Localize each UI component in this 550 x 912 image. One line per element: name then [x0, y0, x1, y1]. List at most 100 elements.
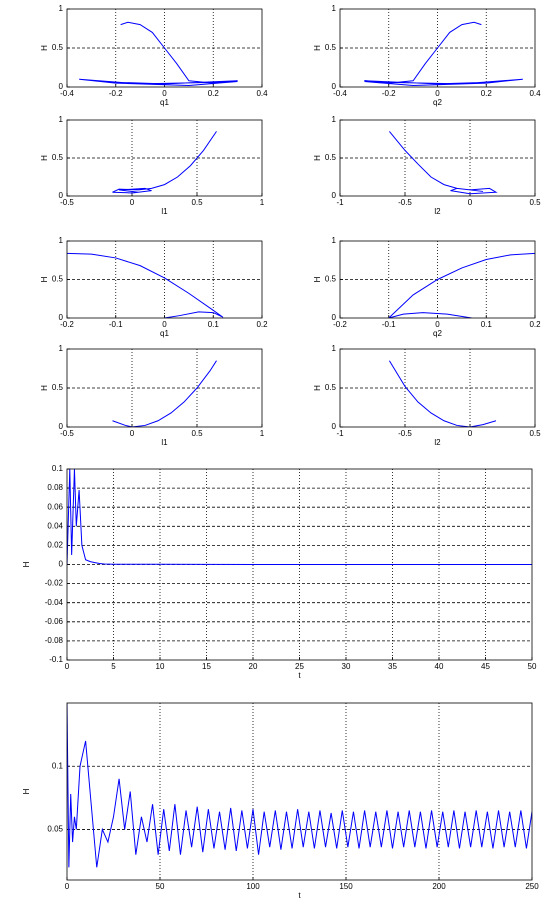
x-axis-label: t: [298, 671, 301, 680]
y-tick-label: 0: [332, 313, 337, 322]
y-axis-label: H: [40, 155, 49, 161]
y-tick-label: 1: [59, 4, 64, 13]
y-tick-label: 0.5: [325, 383, 337, 392]
y-tick-label: 0: [59, 560, 64, 569]
y-axis-label: H: [22, 561, 31, 567]
x-tick-label: 5: [111, 662, 116, 671]
x-tick-label: 0: [468, 198, 473, 207]
axes-frame: [339, 240, 536, 319]
y-tick-label: -0.1: [49, 655, 63, 664]
x-tick-label: -0.5: [60, 198, 74, 207]
x-tick-label: -0.5: [60, 429, 74, 438]
x-tick-label: -1: [336, 198, 344, 207]
y-tick-label: 0.04: [47, 521, 63, 530]
axes-frame: [66, 119, 263, 197]
y-tick-label: 0.08: [47, 483, 63, 492]
x-tick-label: 200: [432, 882, 446, 891]
x-tick-label: 10: [156, 662, 165, 671]
x-tick-label: -0.2: [333, 320, 347, 329]
y-tick-label: 0.5: [325, 153, 337, 162]
x-tick-label: 0.5: [191, 198, 203, 207]
x-tick-label: 1: [260, 198, 265, 207]
y-tick-label: 0.5: [325, 275, 337, 284]
y-tick-label: 0.05: [47, 825, 63, 834]
x-axis-label: l1: [161, 438, 168, 447]
x-tick-label: 0.2: [481, 89, 493, 98]
x-tick-label: 0.5: [529, 429, 541, 438]
y-tick-label: -0.04: [45, 598, 64, 607]
x-tick-label: 0.2: [529, 320, 541, 329]
x-tick-label: 0.1: [481, 320, 493, 329]
y-axis-label: H: [313, 385, 322, 391]
x-tick-label: 0.4: [529, 89, 541, 98]
x-axis-label: l1: [161, 207, 168, 216]
x-axis-label: q2: [433, 329, 442, 338]
x-tick-label: 1: [260, 429, 265, 438]
data-line: [364, 21, 523, 86]
x-tick-label: 0: [65, 882, 70, 891]
y-tick-label: 0.5: [325, 43, 337, 52]
axes-frame: [66, 348, 263, 428]
y-tick-label: 0.5: [52, 43, 64, 52]
x-tick-label: -0.1: [109, 320, 123, 329]
data-line: [67, 252, 224, 318]
x-tick-label: 0: [162, 89, 167, 98]
y-tick-label: 1: [59, 115, 64, 124]
x-tick-label: 0.2: [256, 320, 268, 329]
y-axis-label: H: [40, 45, 49, 51]
y-tick-label: -0.06: [45, 617, 64, 626]
y-tick-label: 0.5: [52, 275, 64, 284]
y-axis-label: H: [313, 45, 322, 51]
x-tick-label: 250: [525, 882, 539, 891]
y-axis-label: H: [313, 276, 322, 282]
x-tick-label: 15: [202, 662, 211, 671]
plot-area: [67, 703, 532, 880]
y-tick-label: 0: [332, 82, 337, 91]
y-tick-label: 0: [59, 313, 64, 322]
x-tick-label: 45: [481, 662, 490, 671]
x-axis-label: q2: [433, 98, 442, 107]
y-tick-label: -0.02: [45, 579, 64, 588]
data-line: [79, 21, 238, 86]
x-axis-label: l2: [434, 438, 441, 447]
x-tick-label: -1: [336, 429, 344, 438]
axes-frame: [66, 8, 263, 88]
axes-frame: [66, 240, 263, 319]
x-tick-label: 0: [130, 198, 135, 207]
x-tick-label: 50: [156, 882, 165, 891]
x-tick-label: 0.1: [208, 320, 220, 329]
y-tick-label: 1: [332, 115, 337, 124]
x-tick-label: 0: [435, 89, 440, 98]
x-tick-label: 150: [339, 882, 353, 891]
y-axis-label: H: [22, 788, 31, 794]
x-tick-label: -0.5: [398, 198, 412, 207]
x-tick-label: 0: [162, 320, 167, 329]
y-axis-label: H: [313, 155, 322, 161]
x-tick-label: 100: [246, 882, 260, 891]
axes-frame: [66, 702, 533, 881]
y-tick-label: -0.08: [45, 636, 64, 645]
x-tick-label: 0.5: [529, 198, 541, 207]
x-tick-label: 0: [468, 429, 473, 438]
y-tick-label: 0.1: [52, 761, 64, 770]
x-tick-label: 35: [388, 662, 397, 671]
y-tick-label: 0.06: [47, 502, 63, 511]
x-tick-label: -0.5: [398, 429, 412, 438]
x-tick-label: 50: [528, 662, 537, 671]
y-tick-label: 0.5: [52, 383, 64, 392]
x-tick-label: -0.1: [382, 320, 396, 329]
y-tick-label: 0: [59, 191, 64, 200]
data-line: [112, 131, 217, 194]
x-tick-label: -0.2: [109, 89, 123, 98]
x-tick-label: 0: [65, 662, 70, 671]
data-line: [388, 252, 535, 318]
x-axis-label: q1: [160, 329, 169, 338]
x-tick-label: 0: [130, 429, 135, 438]
data-line: [112, 360, 217, 427]
x-tick-label: 20: [249, 662, 258, 671]
x-tick-label: 0: [435, 320, 440, 329]
y-axis-label: H: [40, 276, 49, 282]
x-tick-label: 0.4: [256, 89, 268, 98]
x-tick-label: -0.2: [382, 89, 396, 98]
